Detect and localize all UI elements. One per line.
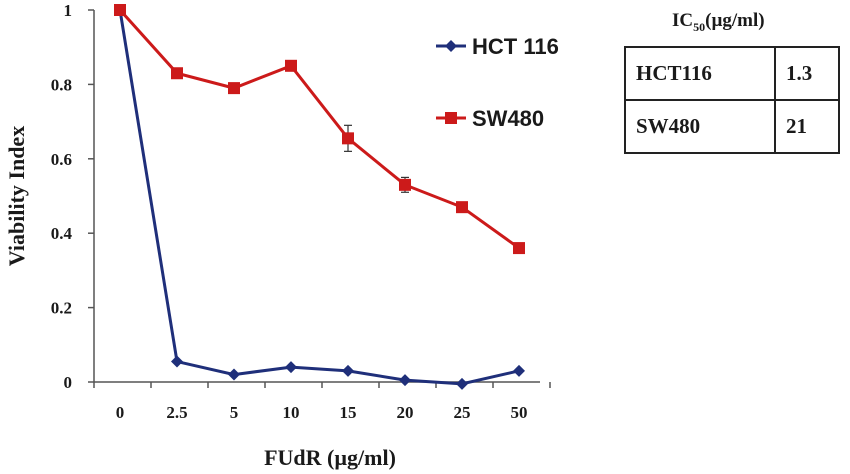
series-hct-116 [114, 4, 525, 390]
series-sw480 [114, 4, 525, 255]
y-axis-title: Viability Index [4, 126, 29, 266]
data-point [342, 132, 354, 145]
data-point [513, 364, 525, 377]
chart-legend: HCT 116 SW480 [436, 34, 559, 131]
legend-label: HCT 116 [472, 34, 559, 59]
x-tick-label: 5 [230, 403, 239, 422]
legend-label: SW480 [472, 106, 544, 131]
ic50-table: HCT116 1.3 SW480 21 [624, 46, 840, 154]
ic50-table-title: IC50(µg/ml) [672, 10, 765, 35]
chart-axes [93, 10, 540, 383]
ic50-title-subscript: 50 [693, 19, 706, 34]
table-row: SW480 21 [624, 99, 840, 154]
y-tick-label: 0.8 [51, 75, 72, 94]
data-point [285, 361, 297, 374]
data-point [445, 40, 457, 52]
table-cell-value: 1.3 [774, 46, 840, 101]
data-point [114, 4, 126, 16]
table-cell-name: SW480 [624, 99, 776, 154]
x-tick-label: 50 [511, 403, 528, 422]
data-point [445, 112, 457, 124]
chart-ticks: 00.20.40.60.810 2.5 5 10 15 20 25 50 [51, 1, 551, 422]
data-point [171, 67, 183, 80]
series-line [118, 8, 520, 250]
data-point [285, 59, 297, 72]
x-tick-label: 2.5 [166, 403, 187, 422]
data-point [399, 178, 411, 191]
x-tick-label: 10 [283, 403, 300, 422]
x-tick-label: 0 [116, 403, 125, 422]
y-tick-label: 0.4 [51, 224, 73, 243]
data-point [342, 364, 354, 377]
ic50-title-main: IC [672, 10, 694, 31]
data-point [399, 374, 411, 387]
data-point [228, 368, 240, 381]
x-axis-title: FUdR (µg/ml) [264, 445, 396, 470]
series-line [118, 9, 520, 386]
data-point [228, 82, 240, 95]
y-tick-label: 0 [64, 373, 73, 392]
y-tick-label: 0.6 [51, 150, 72, 169]
data-point [456, 201, 468, 214]
x-tick-label: 25 [454, 403, 471, 422]
table-cell-value: 21 [774, 99, 840, 154]
data-point [513, 242, 525, 255]
table-cell-name: HCT116 [624, 46, 776, 101]
x-tick-label: 15 [340, 403, 357, 422]
ic50-title-unit: (µg/ml) [705, 10, 765, 31]
table-row: HCT116 1.3 [624, 46, 840, 101]
data-point [171, 355, 183, 368]
chart-series-layer [114, 4, 525, 390]
data-point [456, 377, 468, 390]
x-tick-label: 20 [397, 403, 414, 422]
y-tick-label: 1 [64, 1, 73, 20]
y-tick-label: 0.2 [51, 299, 72, 318]
